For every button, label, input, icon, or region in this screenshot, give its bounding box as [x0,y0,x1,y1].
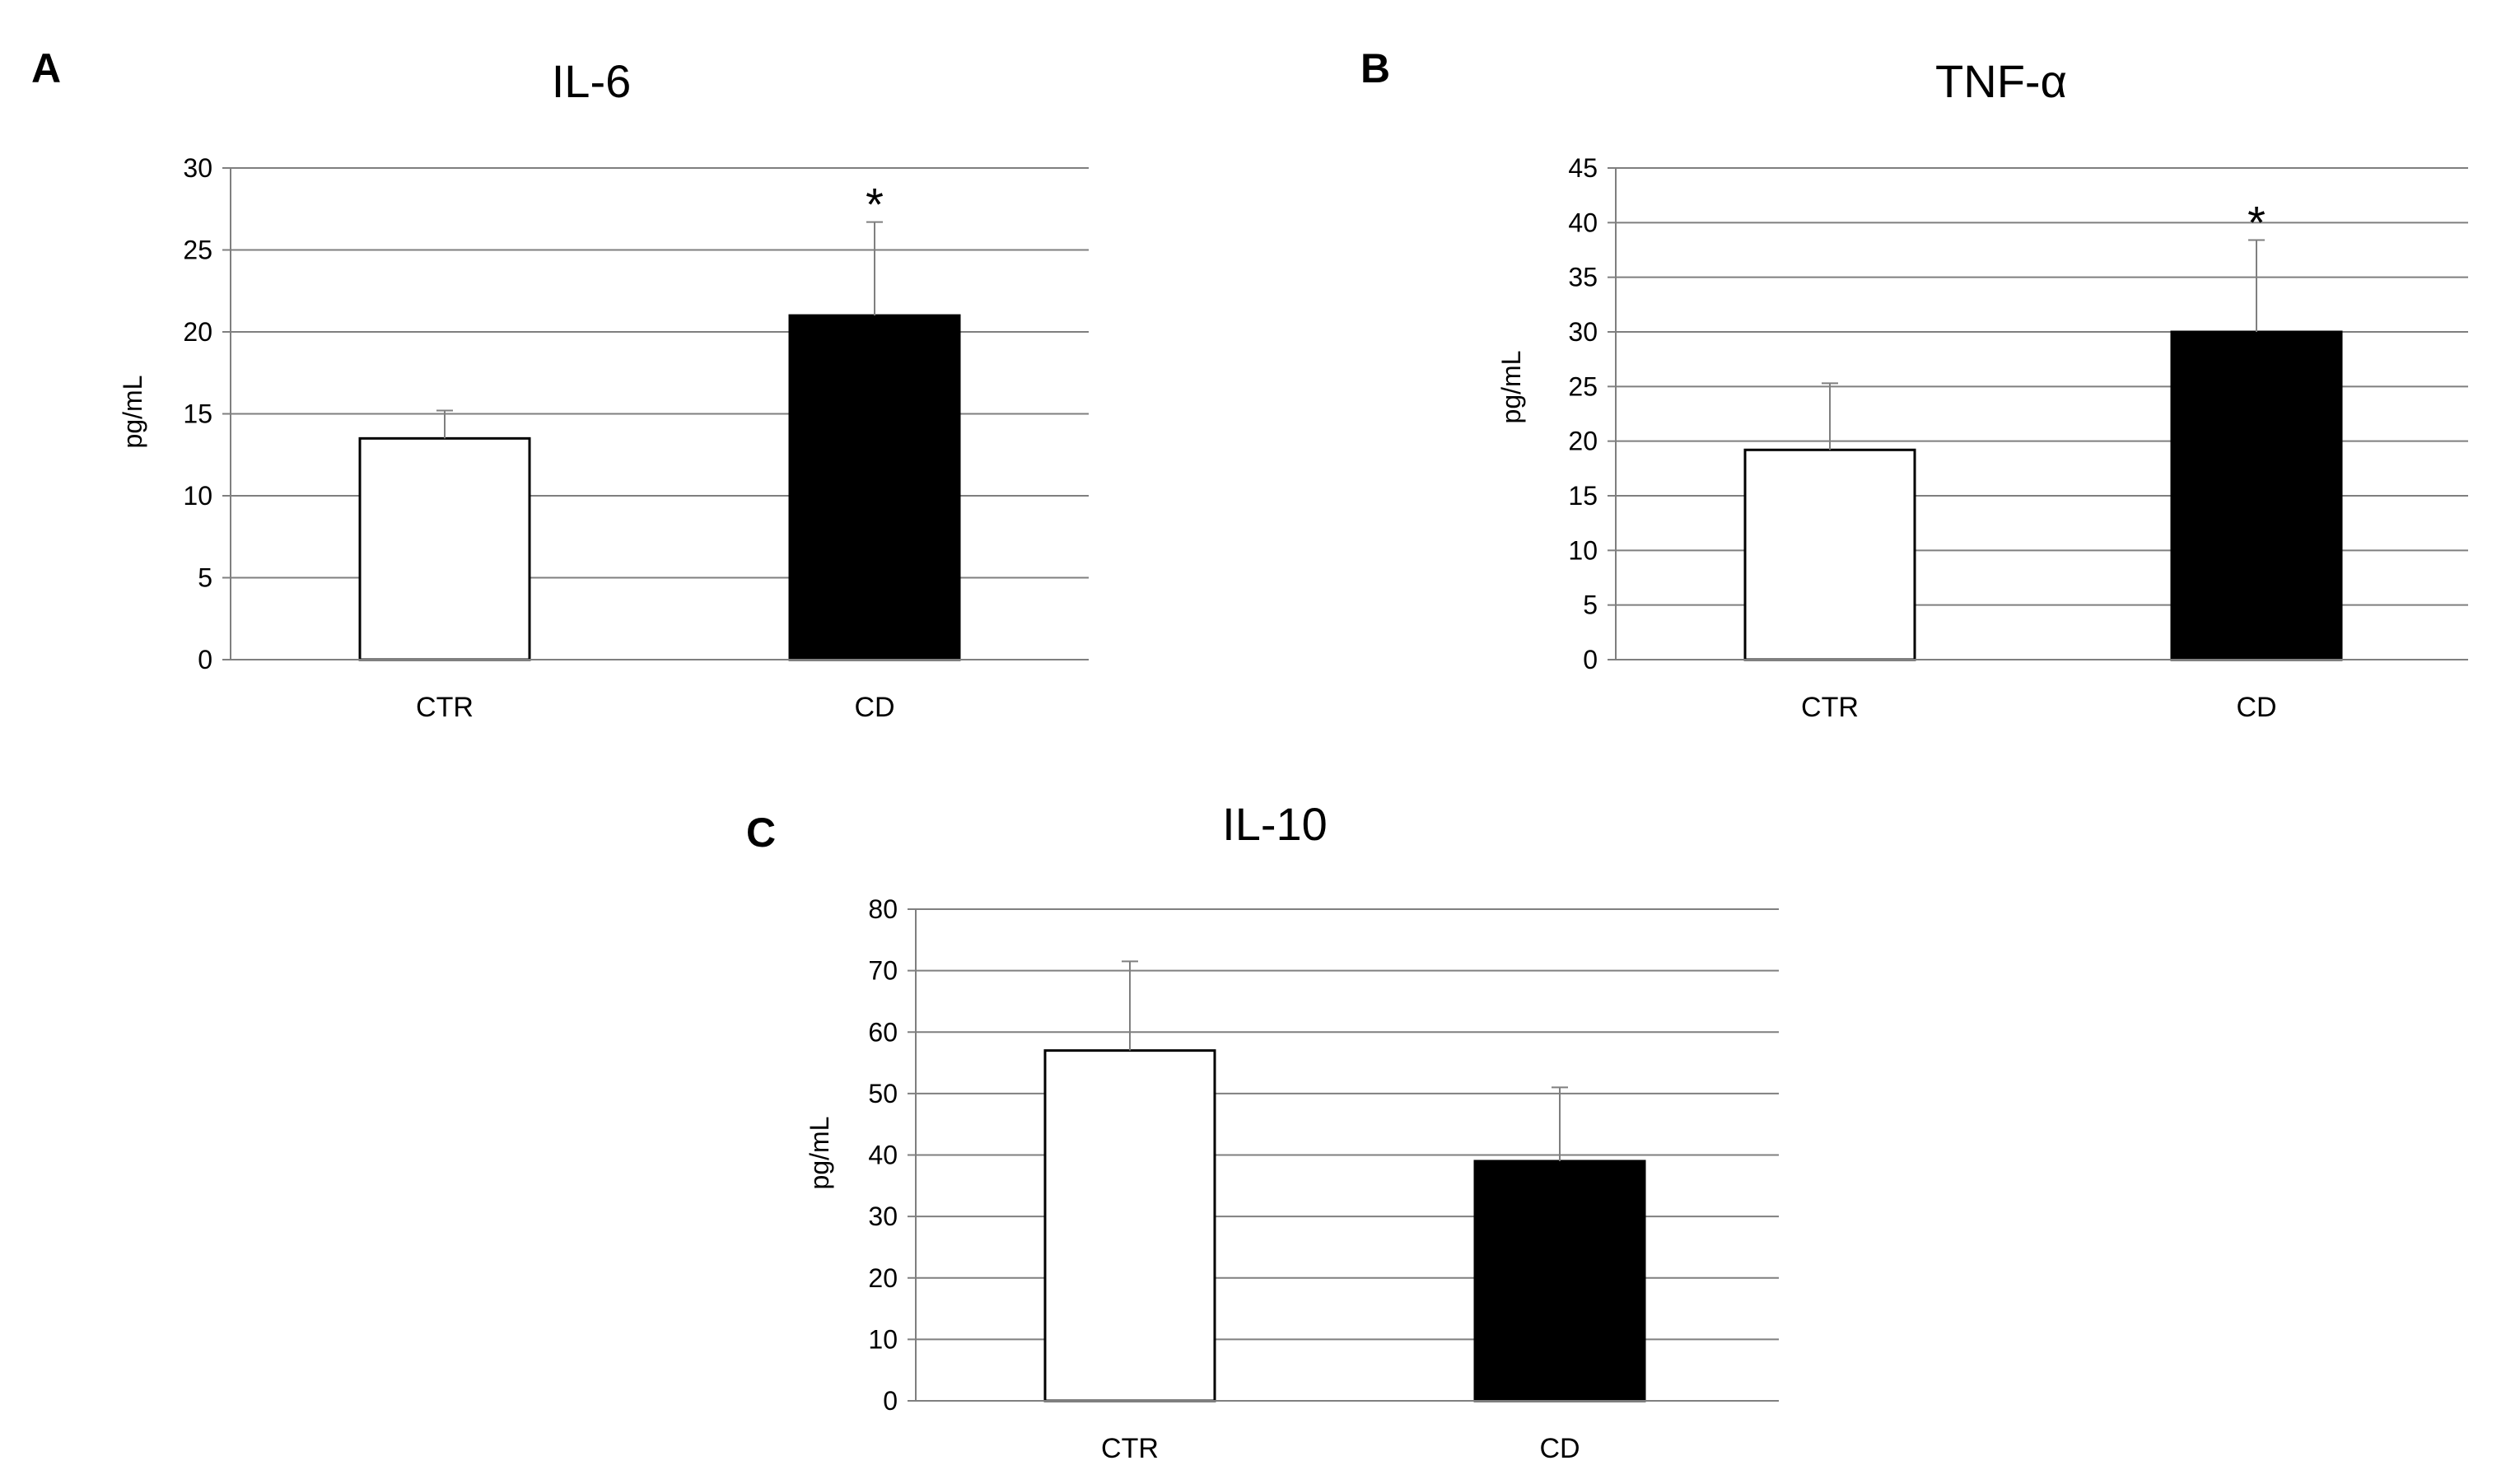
panel-letter-b: B [1360,45,1390,91]
y-tick-label: 80 [868,894,898,924]
y-tick-label: 20 [183,317,212,347]
y-axis-label-c: pg/mL [805,1117,834,1190]
y-tick-label: 30 [1568,317,1598,347]
panel-letter-c: C [746,810,776,856]
plot-area-a: 0 5 10 15 20 25 30 CTR * CD [183,153,1089,723]
bar-ctr [358,436,531,661]
plot-area-c: 0 10 20 30 40 50 60 70 80 CTR CD [868,894,1779,1464]
bar-cd [1473,1160,1646,1402]
y-tick-label: 0 [198,645,212,674]
x-category-label: CTR [416,692,474,723]
plot-area-b: 0 5 10 15 20 25 30 35 40 45 CTR * CD [1568,153,2468,723]
bar-ctr [1743,448,1916,661]
y-tick-label: 45 [1568,153,1598,183]
bar-ctr [1043,1049,1216,1402]
panel-a: A IL-6 pg/mL 0 5 10 15 20 25 30 CTR * CD [31,45,1089,723]
significance-marker: * [866,179,884,231]
y-tick-label: 10 [868,1324,898,1354]
x-category-label: CD [1539,1433,1580,1464]
chart-title-b: TNF-α [1935,55,2067,107]
significance-marker: * [2247,197,2266,249]
y-tick-label: 5 [1583,590,1598,620]
y-tick-label: 25 [1568,371,1598,401]
y-tick-label: 0 [1583,645,1598,674]
x-category-label: CD [2236,692,2276,723]
y-tick-label: 15 [183,399,212,429]
bar-cd [2170,330,2343,661]
chart-title-c: IL-10 [1222,798,1328,850]
y-tick-label: 30 [868,1202,898,1231]
x-category-label: CTR [1801,692,1859,723]
x-category-label: CD [854,692,894,723]
y-tick-label: 70 [868,956,898,986]
y-axis-label-b: pg/mL [1496,351,1526,424]
y-tick-label: 10 [183,481,212,511]
y-tick-label: 15 [1568,481,1598,511]
y-tick-label: 20 [868,1263,898,1293]
panel-c: C IL-10 pg/mL 0 10 20 30 40 50 60 70 80 CTR CD [746,798,1779,1464]
y-tick-label: 40 [1568,208,1598,237]
y-tick-label: 30 [183,153,212,183]
y-axis-label-a: pg/mL [118,376,147,449]
y-tick-label: 40 [868,1141,898,1170]
y-tick-label: 20 [1568,427,1598,456]
chart-title-a: IL-6 [552,55,632,107]
y-tick-label: 35 [1568,263,1598,292]
y-tick-label: 50 [868,1079,898,1108]
panel-letter-a: A [31,45,61,91]
bar-cd [788,314,961,661]
x-category-label: CTR [1101,1433,1159,1464]
y-tick-label: 60 [868,1017,898,1047]
y-tick-label: 10 [1568,535,1598,565]
panel-b: B TNF-α pg/mL 0 5 10 15 20 25 30 35 40 45 CTR * CD [1360,45,2468,723]
y-tick-label: 0 [883,1386,898,1416]
y-tick-label: 25 [183,236,212,265]
y-tick-label: 5 [198,563,212,593]
